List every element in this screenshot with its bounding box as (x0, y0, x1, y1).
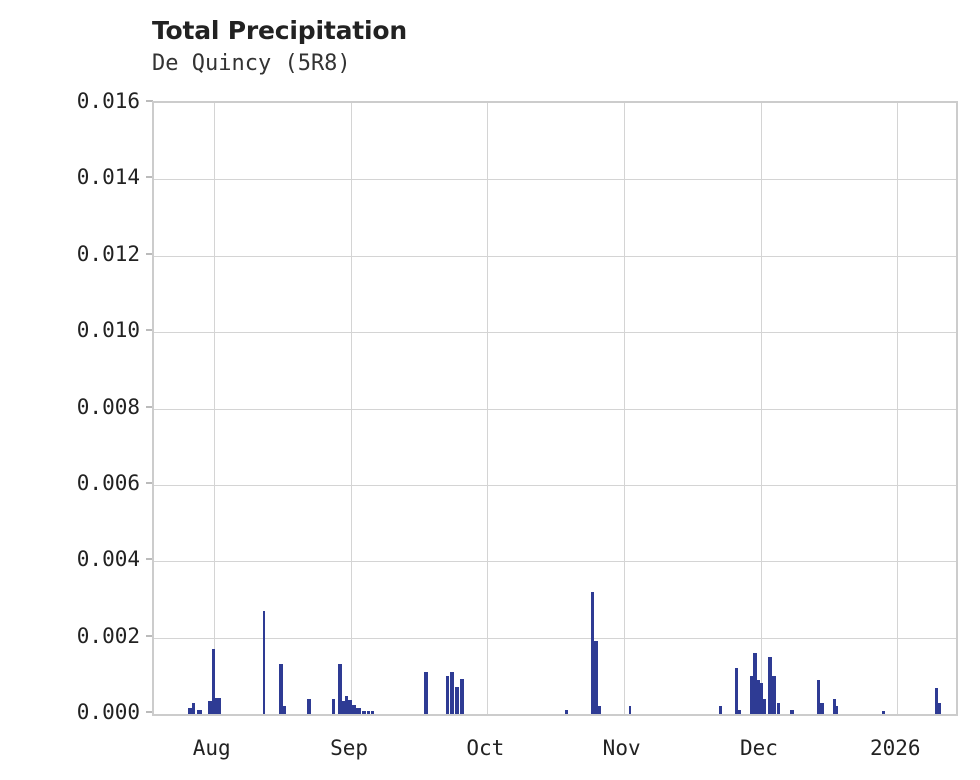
y-axis-tick-label: 0.002 (76, 623, 140, 648)
bar (345, 695, 348, 714)
bar (762, 698, 766, 714)
gridline-vertical (214, 103, 215, 714)
y-axis-tick-label: 0.012 (76, 241, 140, 266)
gridline-horizontal (154, 179, 956, 180)
y-axis-tick-mark (146, 329, 153, 332)
y-axis-tick-label: 0.016 (76, 89, 140, 113)
bar (196, 710, 202, 714)
y-axis-tick-mark (146, 634, 153, 637)
bar (564, 710, 568, 714)
x-axis-tick-label: Nov (602, 736, 641, 760)
bar (819, 702, 824, 714)
bar (307, 698, 312, 714)
bar (597, 705, 601, 714)
y-axis-tick-label: 0.006 (76, 470, 140, 495)
bar (938, 703, 941, 714)
x-axis-tick-label: Dec (739, 736, 778, 760)
bar (832, 698, 836, 714)
y-axis-tick-mark (146, 558, 153, 561)
y-axis-tick-label: 0.010 (76, 318, 140, 343)
y-axis-tick-mark (146, 100, 153, 102)
gridline-vertical (897, 103, 898, 714)
y-axis-tick-label: 0.000 (76, 700, 140, 724)
bar (776, 702, 780, 714)
gridline-horizontal (154, 638, 956, 639)
x-axis-tick-label: Sep (330, 736, 369, 760)
bar (187, 708, 192, 714)
bar (816, 679, 820, 714)
gridline-horizontal (154, 409, 956, 410)
chart-subtitle: De Quincy (5R8) (152, 51, 351, 76)
y-axis-tick-mark (146, 176, 153, 179)
bar (262, 610, 266, 714)
x-axis-tick-label: 2026 (869, 736, 921, 760)
bar (370, 711, 374, 714)
gridline-vertical (624, 103, 625, 714)
gridline-horizontal (154, 256, 956, 257)
bar (628, 705, 632, 714)
y-axis-tick-mark (146, 481, 153, 484)
bar (882, 710, 886, 714)
bar (459, 678, 464, 714)
bar (735, 668, 739, 714)
y-axis-tick-label: 0.004 (76, 547, 140, 572)
bar (767, 656, 772, 714)
bar (214, 697, 221, 714)
bar (759, 683, 763, 714)
bar (789, 710, 794, 714)
bar (449, 672, 454, 714)
bar (207, 701, 212, 714)
bar (738, 710, 742, 714)
bar (338, 664, 343, 714)
page-title: Total Precipitation (152, 16, 407, 45)
bar (757, 679, 760, 714)
y-axis-tick-label: 0.008 (76, 394, 140, 419)
bar (935, 688, 939, 714)
bar (366, 710, 370, 714)
bar (593, 641, 598, 714)
bar (750, 675, 753, 714)
gridline-horizontal (154, 485, 956, 486)
bar (332, 698, 336, 714)
gridline-vertical (487, 103, 488, 714)
bar (361, 710, 366, 714)
bar (211, 649, 215, 714)
bar (771, 675, 776, 714)
bar (352, 704, 356, 714)
y-axis-tick-mark (146, 252, 153, 255)
bar (445, 675, 449, 714)
bar (191, 703, 195, 714)
y-axis-tick-mark (146, 405, 153, 408)
gridline-horizontal (154, 561, 956, 562)
bar (753, 652, 757, 714)
bar (279, 664, 284, 714)
bar (356, 708, 361, 714)
bar (348, 699, 352, 714)
x-axis-tick-label: Aug (192, 736, 231, 760)
y-axis-tick-mark (146, 711, 153, 713)
x-axis-tick-label: Oct (466, 736, 505, 760)
gridline-vertical (351, 103, 352, 714)
bar (283, 706, 287, 714)
gridline-horizontal (154, 332, 956, 333)
bar (835, 706, 839, 714)
bar (423, 672, 428, 714)
bar (342, 700, 346, 714)
bar (454, 687, 459, 714)
y-axis-tick-label: 0.014 (76, 165, 140, 190)
gridline-vertical (761, 103, 762, 714)
bar (719, 705, 723, 714)
bar (590, 591, 594, 714)
plot-area (152, 101, 958, 716)
